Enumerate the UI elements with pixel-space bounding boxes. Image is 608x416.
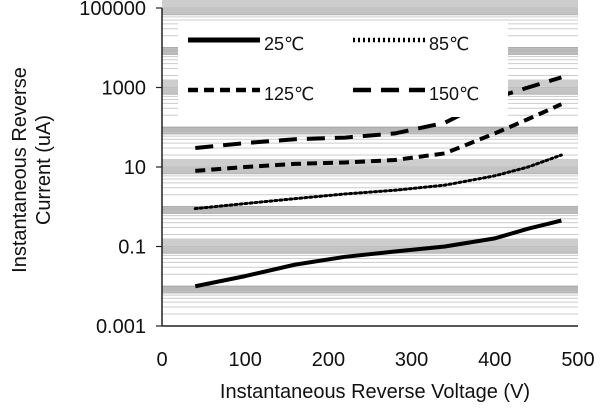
x-tick-label: 300 — [395, 349, 428, 371]
series-line-1 — [193, 153, 563, 211]
x-axis-title: Instantaneous Reverse Voltage (V) — [220, 381, 530, 403]
y-tick-label: 10 — [124, 157, 146, 179]
x-tick-label: 100 — [229, 349, 262, 371]
y-tick-label: 1000 — [102, 78, 147, 100]
series-line-2 — [195, 102, 563, 173]
legend-label-1: 85℃ — [429, 34, 469, 54]
grid-band — [162, 0, 578, 14]
x-tick-label: 500 — [561, 349, 594, 371]
grid-band — [162, 238, 578, 253]
legend-label-3: 150℃ — [429, 84, 479, 104]
x-tick-label: 400 — [478, 349, 511, 371]
y-axis-title-line1: Instantaneous Reverse — [9, 67, 31, 273]
y-tick-label: 100000 — [79, 0, 146, 20]
legend-label-0: 25℃ — [264, 34, 304, 54]
x-tick-label: 0 — [156, 349, 167, 371]
legend-label-2: 125℃ — [264, 84, 314, 104]
series-line-0 — [194, 218, 562, 289]
tick-labels: 0.001 0.1 10 1000 100000 0 100 200 300 400 500 — [79, 0, 594, 371]
y-axis-title-line2: Current (uA) — [33, 115, 55, 225]
series-layer — [193, 75, 563, 289]
x-tick-label: 200 — [312, 349, 345, 371]
grid-band — [162, 159, 578, 173]
y-tick-label: 0.001 — [96, 316, 146, 338]
series-line-3 — [195, 75, 562, 151]
y-tick-label: 0.1 — [118, 237, 146, 259]
legend: 25℃ 85℃ 125℃ 150℃ — [178, 22, 508, 117]
